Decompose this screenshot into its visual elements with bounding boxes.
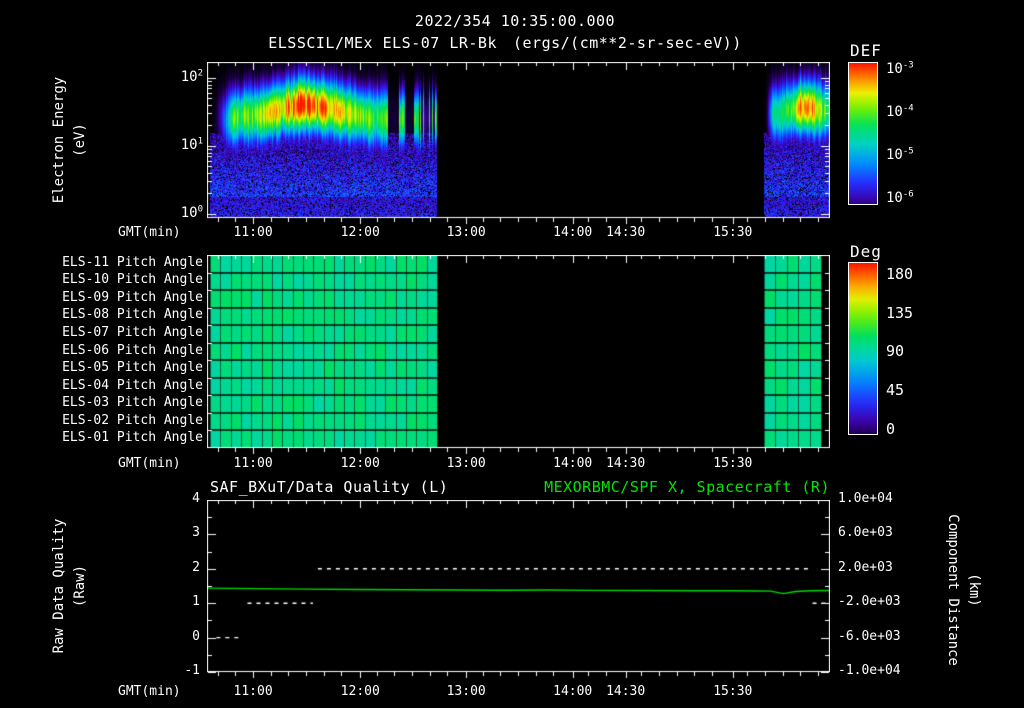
distance-axis-tick-label: -1.0e+04 <box>838 663 901 678</box>
energy-axis-title-line2: (eV) <box>72 123 88 157</box>
energy-spectrogram-canvas <box>207 62 830 225</box>
time-tick-label: 14:30 <box>606 225 646 240</box>
flux-colorbar <box>848 62 878 205</box>
plot-title: ELSSCIL/MEx ELS-07 LR-Bk (ergs/(cm**2-sr-… <box>268 34 742 52</box>
pitch-colorbar-tick-label: 0 <box>886 419 896 438</box>
flux-colorbar-tick-label: 10-3 <box>886 60 914 77</box>
time-tick-label: 12:00 <box>340 456 380 471</box>
time-tick-label: 13:00 <box>446 684 486 699</box>
flux-colorbar-tick-label: 10-6 <box>886 189 914 206</box>
pitch-row-label: ELS-11 Pitch Angle <box>62 254 203 270</box>
time-tick-label: 15:30 <box>713 684 753 699</box>
distance-axis-title: (km) Component Distance <box>942 514 984 666</box>
quality-axis-tick-label: 0 <box>192 628 200 644</box>
distance-series-title: MEXORBMC/SPF X, Spacecraft (R) <box>544 478 830 496</box>
quality-axis-tick-label: 2 <box>192 559 200 575</box>
time-tick-label: 13:00 <box>446 456 486 471</box>
flux-colorbar-tick-label: 10-4 <box>886 103 914 121</box>
quality-axis-title: Raw Data Quality (Raw) <box>49 519 91 654</box>
quality-axis-tick-label: 3 <box>192 525 200 541</box>
flux-colorbar-title: DEF <box>850 41 882 60</box>
time-tick-label: 14:00 <box>553 684 593 699</box>
plot-title-instrument: ELSSCIL/MEx ELS-07 LR-Bk <box>268 34 497 52</box>
quality-series-title: SAF_BXuT/Data Quality (L) <box>210 478 449 496</box>
time-axis-label: GMT(min) <box>118 684 181 699</box>
quality-axis-title-line2: (Raw) <box>72 564 88 608</box>
distance-axis-tick-label: -2.0e+03 <box>838 594 901 610</box>
quality-axis-tick-label: -1 <box>184 663 200 678</box>
pitch-row-label: ELS-10 Pitch Angle <box>62 272 203 288</box>
time-tick-label: 12:00 <box>340 225 380 240</box>
time-tick-label: 12:00 <box>340 684 380 699</box>
time-tick-label: 14:30 <box>606 684 646 699</box>
pitch-row-label: ELS-03 Pitch Angle <box>62 395 203 411</box>
pitch-row-label: ELS-04 Pitch Angle <box>62 377 203 393</box>
pitch-colorbar-tick-label: 90 <box>886 341 905 360</box>
energy-tick-label: 102 <box>180 68 203 86</box>
time-axis-label: GMT(min) <box>118 225 181 240</box>
pitch-row-label: ELS-06 Pitch Angle <box>62 342 203 358</box>
quality-distance-canvas <box>207 500 830 679</box>
time-tick-label: 14:30 <box>606 456 646 471</box>
pitch-colorbar-title: Deg <box>850 242 882 261</box>
pitch-row-label: ELS-09 Pitch Angle <box>62 289 203 305</box>
pitch-colorbar-tick-label: 135 <box>886 303 914 322</box>
pitch-colorbar <box>848 262 878 435</box>
pitch-row-label: ELS-02 Pitch Angle <box>62 412 203 428</box>
time-tick-label: 15:30 <box>713 456 753 471</box>
time-tick-label: 13:00 <box>446 225 486 240</box>
distance-axis-tick-label: 2.0e+03 <box>838 559 893 575</box>
pitch-row-label: ELS-05 Pitch Angle <box>62 360 203 376</box>
distance-axis-tick-label: -6.0e+03 <box>838 628 901 644</box>
distance-axis-title-line2: (km) <box>966 573 982 607</box>
plot-title-units: (ergs/(cm**2-sr-sec-eV)) <box>513 34 742 52</box>
time-axis-label: GMT(min) <box>118 456 181 471</box>
pitch-row-label: ELS-07 Pitch Angle <box>62 324 203 340</box>
quality-axis-tick-label: 4 <box>192 491 200 506</box>
pitch-colorbar-tick-label: 180 <box>886 264 914 283</box>
energy-tick-label: 100 <box>180 204 203 221</box>
datetime-title: 2022/354 10:35:00.000 <box>414 12 616 30</box>
time-tick-label: 11:00 <box>233 456 273 471</box>
distance-axis-title-line1: Component Distance <box>945 514 961 666</box>
time-tick-label: 11:00 <box>233 225 273 240</box>
quality-axis-tick-label: 1 <box>192 594 200 610</box>
pitch-angle-canvas <box>207 255 830 455</box>
pitch-row-label: ELS-01 Pitch Angle <box>62 430 203 446</box>
quality-axis-title-line1: Raw Data Quality <box>51 518 67 654</box>
distance-axis-tick-label: 6.0e+03 <box>838 525 893 541</box>
energy-tick-label: 101 <box>180 136 203 153</box>
distance-axis-tick-label: 1.0e+04 <box>838 491 893 506</box>
energy-axis-title-line1: Electron Energy <box>51 76 67 204</box>
time-tick-label: 14:00 <box>553 456 593 471</box>
time-tick-label: 15:30 <box>713 225 753 240</box>
pitch-colorbar-tick-label: 45 <box>886 381 905 400</box>
time-tick-label: 14:00 <box>553 225 593 240</box>
time-tick-label: 11:00 <box>233 684 273 699</box>
pitch-row-label: ELS-08 Pitch Angle <box>62 307 203 323</box>
energy-axis-title: Electron Energy (eV) <box>49 77 91 203</box>
flux-colorbar-tick-label: 10-5 <box>886 146 914 163</box>
